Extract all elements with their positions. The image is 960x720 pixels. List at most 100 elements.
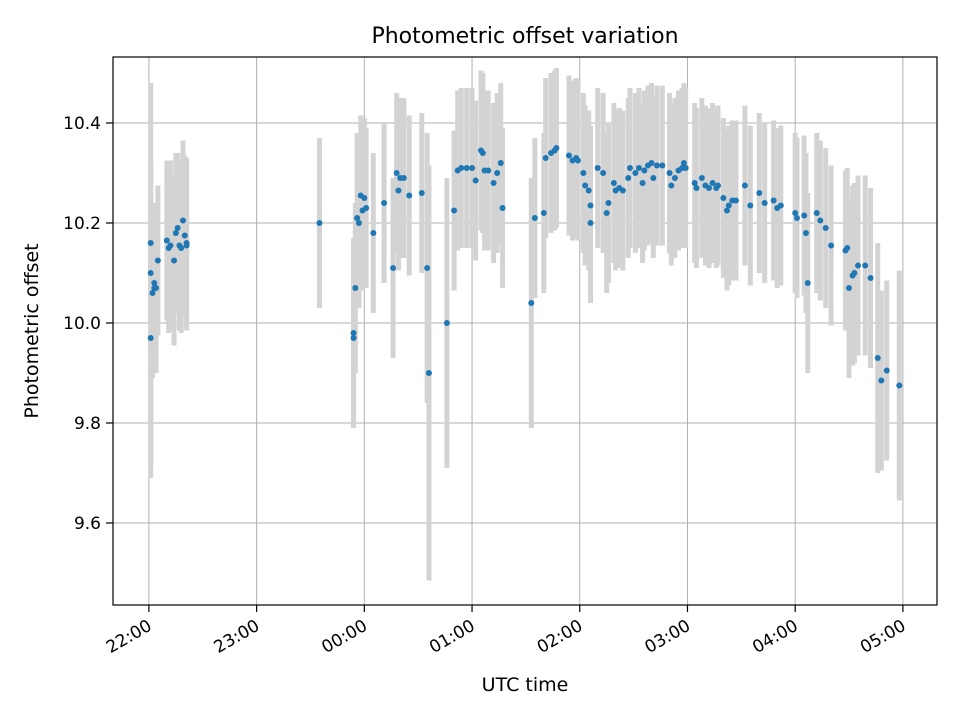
data-point — [653, 162, 660, 169]
data-point — [844, 245, 851, 251]
data-point — [720, 195, 727, 201]
data-point — [883, 367, 890, 374]
data-point — [497, 160, 504, 166]
data-point — [723, 207, 730, 214]
data-point — [153, 285, 160, 291]
data-point — [706, 185, 713, 191]
y-tick-label: 9.8 — [74, 414, 101, 434]
data-point — [147, 335, 154, 341]
data-point — [425, 370, 432, 376]
data-points — [147, 145, 903, 389]
y-tick-label: 10.0 — [63, 314, 101, 334]
data-point — [828, 242, 835, 249]
data-point — [793, 215, 800, 221]
y-axis-title: Photometric offset — [21, 243, 43, 418]
data-point — [528, 300, 535, 306]
data-point — [406, 192, 413, 199]
data-point — [610, 180, 617, 186]
data-point — [180, 217, 187, 224]
data-point — [671, 175, 678, 181]
data-point — [680, 160, 687, 166]
data-point — [167, 242, 174, 249]
data-point — [741, 182, 748, 189]
y-axis: 9.6 9.8 10.0 10.2 10.4 — [63, 114, 113, 534]
data-point — [770, 197, 777, 204]
data-point — [472, 177, 479, 184]
data-point — [395, 187, 402, 194]
data-point — [171, 257, 178, 264]
data-point — [594, 165, 601, 171]
data-point — [801, 212, 808, 219]
y-tick-label: 9.6 — [74, 514, 101, 534]
data-point — [587, 220, 594, 226]
data-point — [813, 210, 820, 216]
data-point — [582, 182, 589, 189]
data-point — [370, 230, 377, 236]
data-point — [817, 217, 824, 224]
data-point — [603, 210, 610, 216]
data-point — [443, 320, 450, 326]
data-point — [641, 167, 648, 174]
data-point — [163, 237, 170, 244]
data-point — [632, 170, 639, 176]
data-point — [874, 355, 881, 361]
data-point — [619, 187, 626, 194]
data-point — [804, 280, 811, 286]
data-point — [691, 180, 698, 186]
data-point — [648, 160, 655, 166]
data-point — [540, 210, 547, 216]
data-point — [363, 205, 370, 211]
data-point — [451, 207, 458, 214]
data-point — [725, 202, 732, 209]
data-point — [424, 265, 431, 271]
data-point — [151, 280, 158, 286]
data-point — [659, 162, 666, 169]
plot-frame — [112, 56, 938, 606]
x-axis-title: UTC time — [482, 674, 569, 696]
data-point — [172, 230, 179, 236]
data-point — [802, 230, 809, 236]
data-point — [627, 165, 634, 171]
chart-title: Photometric offset variation — [371, 24, 678, 49]
data-point — [747, 202, 754, 209]
data-point — [693, 185, 700, 191]
data-point — [147, 240, 154, 246]
data-point — [418, 190, 425, 196]
data-point — [361, 195, 368, 201]
data-point — [709, 180, 716, 186]
data-point — [463, 165, 470, 171]
data-point — [666, 170, 673, 176]
data-point — [149, 290, 156, 296]
data-point — [855, 262, 862, 269]
data-point — [469, 165, 476, 171]
data-point — [635, 165, 642, 171]
data-point — [393, 170, 400, 176]
data-point — [494, 170, 501, 176]
data-point — [587, 202, 594, 209]
y-tick-label: 10.4 — [63, 114, 101, 134]
data-point — [499, 205, 506, 211]
data-point — [316, 220, 323, 226]
data-point — [400, 175, 407, 181]
data-point — [354, 215, 361, 221]
data-point — [352, 285, 359, 291]
data-point — [154, 257, 161, 264]
data-point — [490, 180, 497, 186]
data-point — [390, 265, 397, 271]
data-point — [181, 232, 188, 239]
data-point — [732, 197, 739, 204]
data-point — [862, 262, 869, 269]
data-point — [668, 182, 675, 189]
data-point — [565, 152, 572, 159]
data-point — [878, 377, 885, 384]
data-point — [625, 175, 632, 181]
data-point — [183, 242, 190, 249]
data-point — [639, 180, 646, 186]
data-point — [479, 150, 486, 156]
data-point — [756, 190, 763, 196]
data-point — [350, 335, 357, 341]
data-point — [458, 165, 465, 171]
data-point — [531, 215, 538, 221]
data-point — [174, 225, 181, 231]
